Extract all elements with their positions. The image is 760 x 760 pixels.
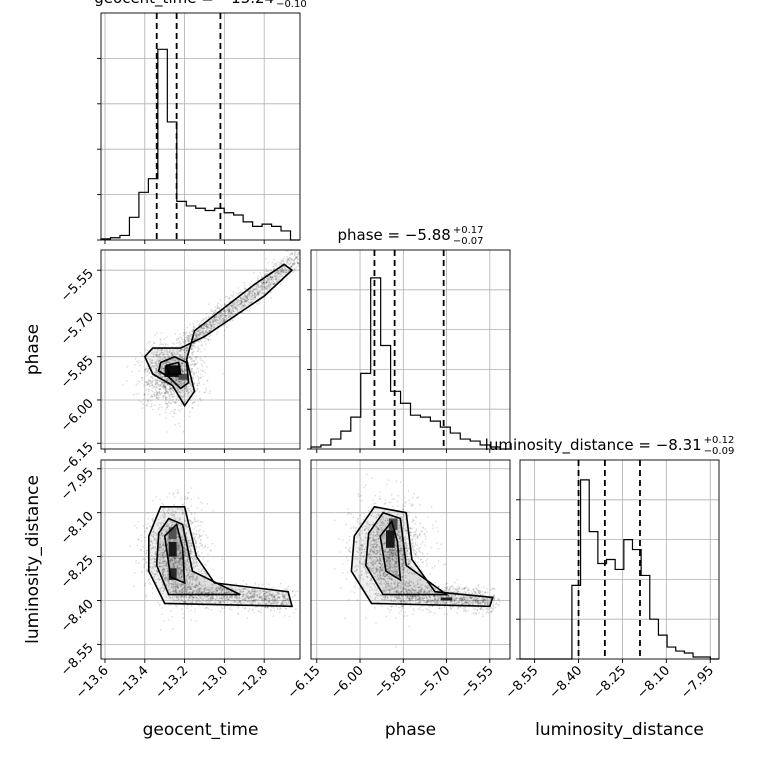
- contour-geocent_time-luminosity_distance-1: [155, 517, 241, 596]
- ytick-phase-4: −5.55: [58, 266, 97, 305]
- title-lower-phase: −0.07: [453, 236, 484, 247]
- contour-phase-luminosity_distance-1: [364, 511, 450, 596]
- histogram-luminosity_distance: [520, 479, 719, 660]
- xtick-luminosity_distance-0: −8.55: [503, 663, 542, 702]
- title-upper-luminosity_distance: +0.12: [704, 435, 735, 446]
- xlabel-geocent_time: geocent_time: [143, 720, 259, 740]
- ylabel-phase: phase: [23, 324, 43, 375]
- contour-geocent_time-phase-0: [143, 263, 294, 408]
- xtick-luminosity_distance-1: −8.40: [547, 663, 586, 702]
- ytick-phase-2: −5.85: [58, 353, 97, 392]
- hist-panel-geocent_time: [97, 12, 301, 241]
- xtick-geocent_time-1: −13.4: [113, 663, 152, 702]
- xtick-geocent_time-3: −13.0: [192, 663, 231, 702]
- title-lower-geocent_time: −0.10: [276, 0, 307, 10]
- contour-geocent_time-phase-2: [165, 361, 182, 375]
- ytick-luminosity_distance-2: −8.25: [58, 553, 97, 592]
- title-text-geocent_time: geocent_time = −13.24: [94, 0, 274, 8]
- title-text-luminosity_distance: luminosity_distance = −8.31: [485, 436, 702, 455]
- xtick-geocent_time-4: −12.8: [232, 663, 271, 702]
- ytick-luminosity_distance-1: −8.40: [58, 597, 97, 636]
- hist-panel-phase: [307, 249, 511, 450]
- contour-phase-luminosity_distance-0: [350, 505, 494, 608]
- ytick-phase-3: −5.70: [58, 310, 97, 349]
- scatter-panel-geocent_time-vs-phase: [100, 249, 301, 450]
- contour-geocent_time-luminosity_distance-2: [163, 522, 186, 585]
- hist-panel-luminosity_distance: [516, 459, 720, 660]
- xtick-phase-1: −6.00: [328, 663, 367, 702]
- panel-title-geocent_time: geocent_time = −13.24+0.22−0.10: [94, 0, 306, 10]
- xlabel-luminosity_distance: luminosity_distance: [535, 720, 704, 740]
- title-text-phase: phase = −5.88: [338, 226, 451, 244]
- xtick-geocent_time-2: −13.2: [153, 663, 192, 702]
- xtick-phase-2: −5.85: [371, 663, 410, 702]
- ytick-phase-1: −6.00: [58, 396, 97, 435]
- histogram-phase: [310, 277, 510, 450]
- xtick-phase-0: −6.15: [285, 663, 324, 702]
- ytick-luminosity_distance-3: −8.10: [58, 509, 97, 548]
- title-lower-luminosity_distance: −0.09: [704, 446, 735, 457]
- scatter-panel-geocent_time-vs-luminosity_distance: [100, 459, 301, 660]
- xtick-luminosity_distance-4: −7.95: [678, 663, 717, 702]
- panel-title-luminosity_distance: luminosity_distance = −8.31 +0.12−0.09: [485, 435, 735, 457]
- title-upper-phase: +0.17: [453, 225, 484, 236]
- xtick-phase-3: −5.70: [415, 663, 454, 702]
- contour-geocent_time-phase-1: [157, 355, 190, 390]
- ylabel-luminosity_distance: luminosity_distance: [23, 475, 43, 644]
- xtick-phase-4: −5.55: [458, 663, 497, 702]
- xtick-luminosity_distance-3: −8.10: [634, 663, 673, 702]
- contour-phase-luminosity_distance-2: [379, 519, 402, 582]
- histogram-geocent_time: [100, 48, 300, 241]
- panel-title-phase: phase = −5.88 +0.17−0.07: [338, 225, 484, 247]
- xlabel-phase: phase: [385, 720, 436, 740]
- xtick-luminosity_distance-2: −8.25: [590, 663, 629, 702]
- scatter-panel-phase-vs-luminosity_distance: [310, 459, 511, 660]
